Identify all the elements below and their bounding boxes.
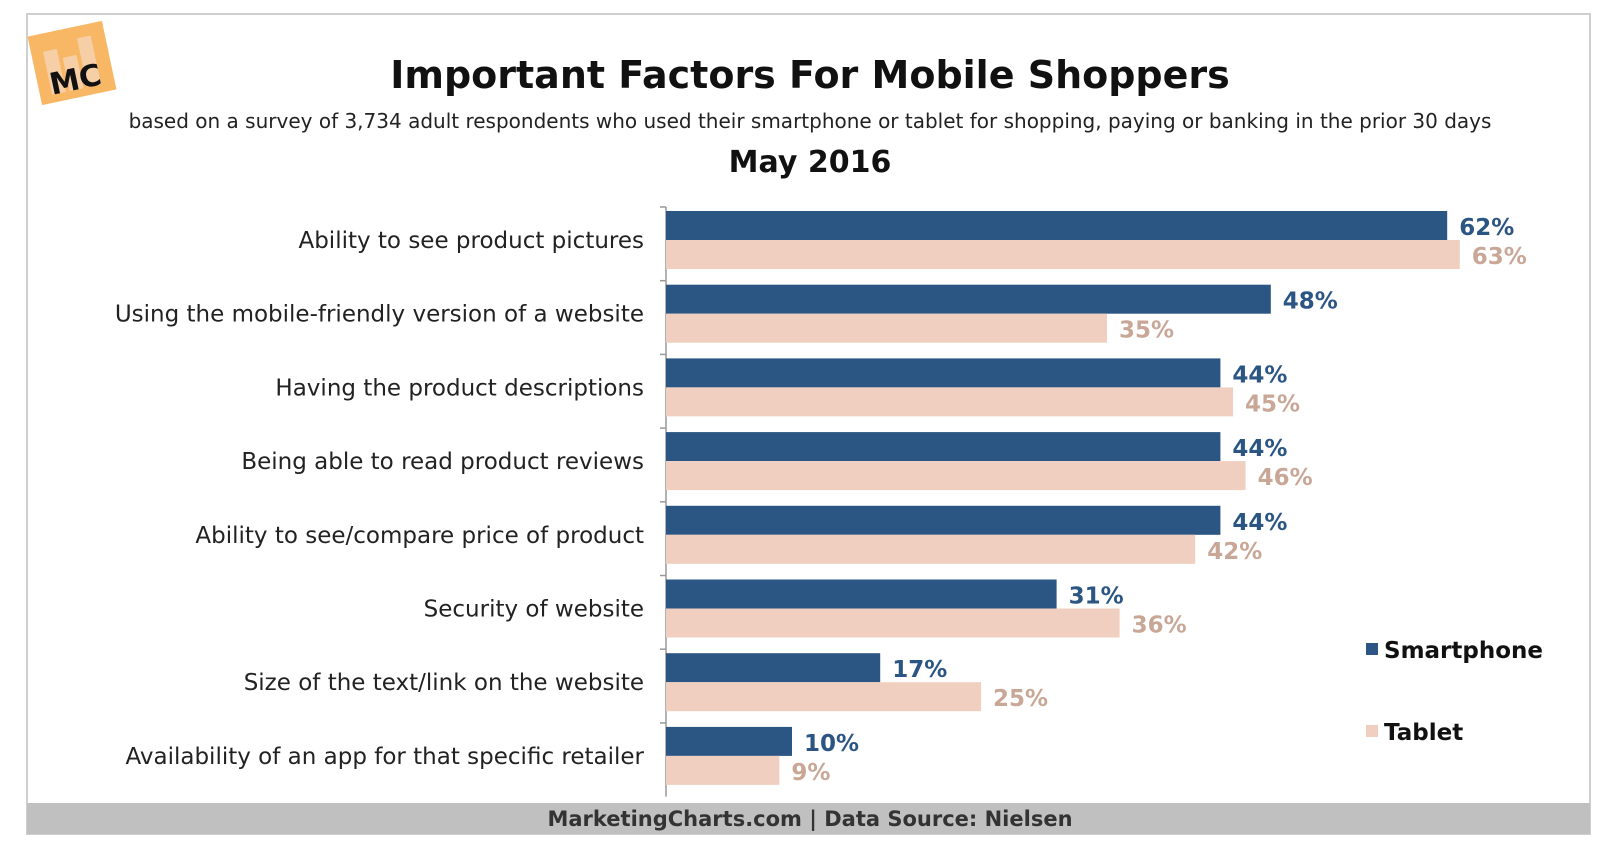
legend-swatch-smartphone xyxy=(1366,643,1378,655)
category-label: Ability to see product pictures xyxy=(298,228,644,254)
legend: Smartphone Tablet xyxy=(1366,638,1543,746)
data-label-tablet: 45% xyxy=(1245,391,1300,417)
category-label: Ability to see/compare price of product xyxy=(195,523,644,549)
category-label: Security of website xyxy=(424,597,644,623)
legend-swatch-tablet xyxy=(1366,725,1378,737)
data-label-tablet: 63% xyxy=(1472,244,1527,270)
bar-smartphone xyxy=(666,432,1221,462)
footer-bar xyxy=(27,803,1590,834)
chart-title: Important Factors For Mobile Shoppers xyxy=(390,53,1230,97)
data-label-tablet: 42% xyxy=(1207,539,1262,565)
bar-tablet xyxy=(666,387,1233,417)
chart-date: May 2016 xyxy=(729,145,892,180)
data-label-smartphone: 44% xyxy=(1232,362,1287,388)
bar-smartphone xyxy=(666,284,1271,314)
legend-label-smartphone: Smartphone xyxy=(1384,638,1543,664)
plot-area: Ability to see product pictures 62% 63% Usi… xyxy=(115,206,1527,797)
category-label: Availability of an app for that specific… xyxy=(125,744,644,770)
data-label-smartphone: 48% xyxy=(1283,289,1338,315)
bar-tablet xyxy=(666,534,1196,564)
data-label-smartphone: 10% xyxy=(804,731,859,757)
data-label-tablet: 35% xyxy=(1119,318,1174,344)
data-label-smartphone: 62% xyxy=(1459,215,1514,241)
bar-smartphone xyxy=(666,358,1221,388)
category-label: Size of the text/link on the website xyxy=(244,670,644,696)
data-label-tablet: 36% xyxy=(1132,613,1187,639)
data-label-tablet: 25% xyxy=(993,686,1048,712)
bar-tablet xyxy=(666,313,1107,343)
bar-tablet xyxy=(666,240,1460,269)
data-label-tablet: 46% xyxy=(1258,465,1313,491)
data-label-smartphone: 31% xyxy=(1069,584,1124,610)
footer-source: MarketingCharts.com | Data Source: Niels… xyxy=(547,807,1072,832)
data-label-smartphone: 17% xyxy=(892,657,947,683)
category-label: Using the mobile-friendly version of a w… xyxy=(115,302,644,328)
legend-label-tablet: Tablet xyxy=(1384,720,1463,746)
bar-smartphone xyxy=(666,579,1057,609)
category-label: Having the product descriptions xyxy=(275,375,644,401)
bar-tablet xyxy=(666,755,780,785)
bar-tablet xyxy=(666,608,1120,638)
bar-smartphone xyxy=(666,726,792,756)
bar-smartphone xyxy=(666,653,881,683)
category-label: Being able to read product reviews xyxy=(241,449,644,475)
data-label-smartphone: 44% xyxy=(1232,510,1287,536)
bar-tablet xyxy=(666,461,1246,491)
data-label-tablet: 9% xyxy=(791,760,830,786)
bar-smartphone xyxy=(666,211,1448,240)
bar-smartphone xyxy=(666,505,1221,535)
chart-subtitle: based on a survey of 3,734 adult respond… xyxy=(129,109,1492,133)
bar-tablet xyxy=(666,682,981,712)
data-label-smartphone: 44% xyxy=(1232,436,1287,462)
